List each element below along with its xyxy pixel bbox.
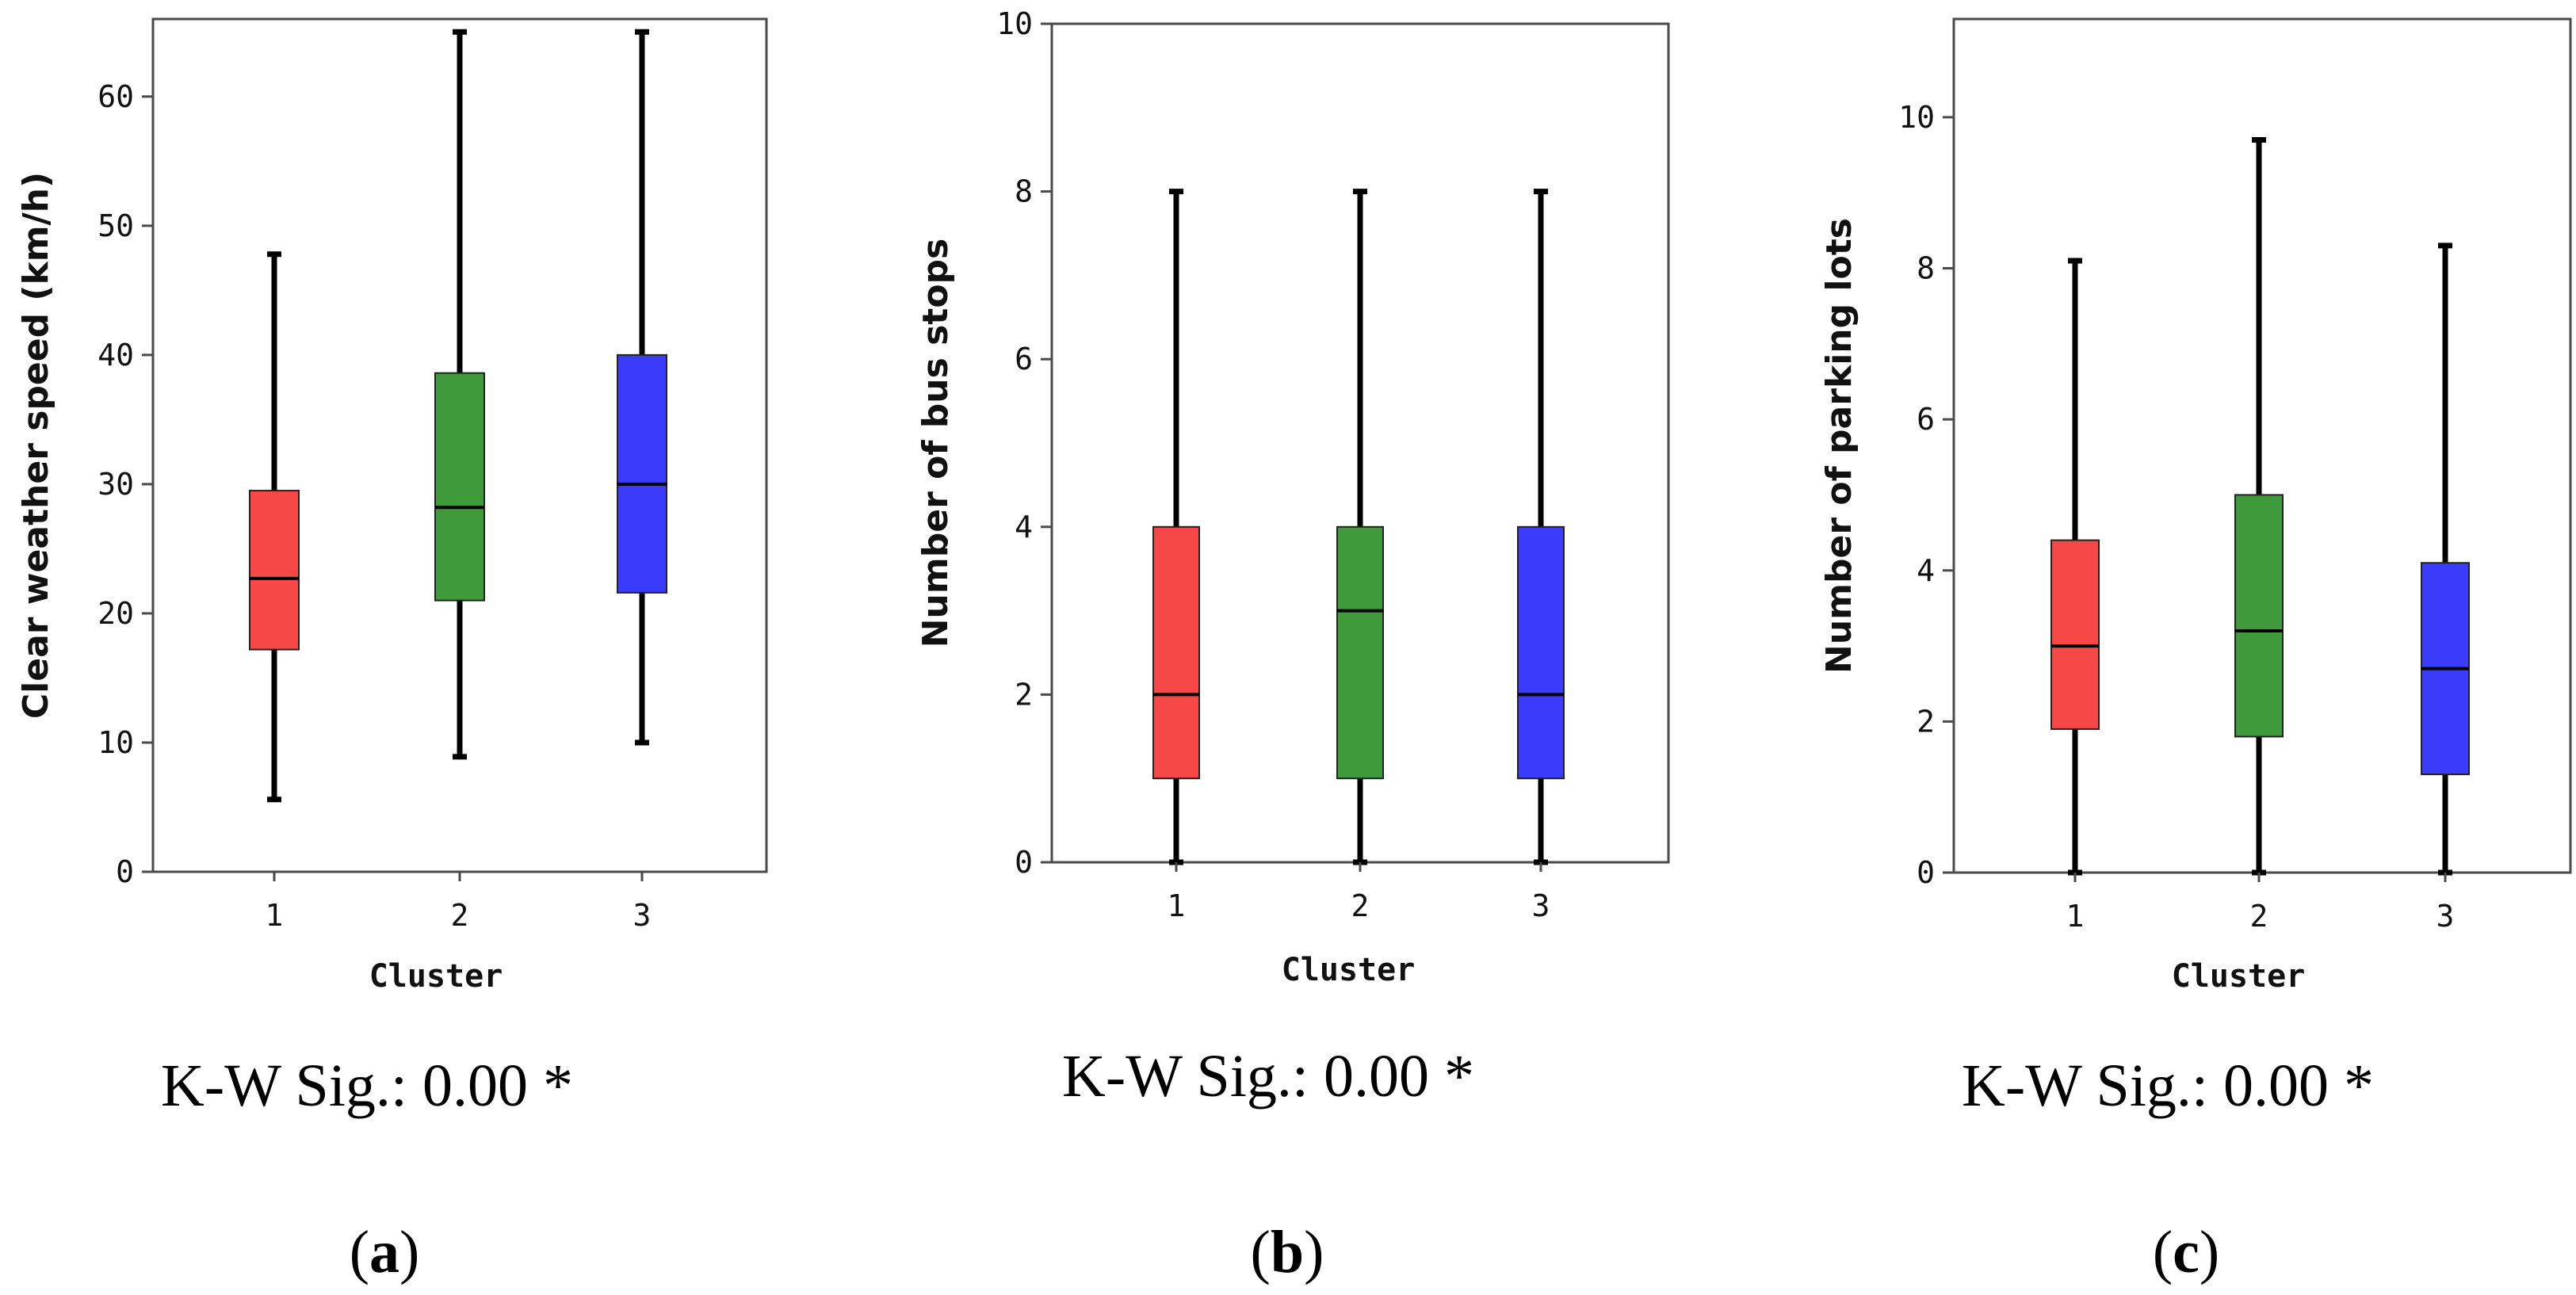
y-tick-label: 2 <box>1015 677 1033 712</box>
kw-significance-label: K-W Sig.: 0.00 * <box>161 1052 573 1119</box>
x-axis-label: Cluster <box>2172 958 2306 995</box>
x-tick-label: 3 <box>633 898 652 933</box>
y-tick-label: 0 <box>1015 845 1033 880</box>
x-tick-label: 2 <box>451 898 469 933</box>
y-tick-label: 8 <box>1917 251 1935 286</box>
box-cluster-2 <box>434 29 485 760</box>
x-axis-label: Cluster <box>369 958 503 995</box>
kw-significance-label: K-W Sig.: 0.00 * <box>1062 1043 1474 1110</box>
y-tick-label: 8 <box>1015 174 1033 209</box>
y-tick-label: 50 <box>97 208 134 243</box>
y-tick-label: 60 <box>97 79 134 114</box>
y-tick-label: 10 <box>996 6 1033 41</box>
y-tick-label: 0 <box>116 854 134 889</box>
y-tick-label: 6 <box>1015 342 1033 376</box>
y-axis-label: Number of parking lots <box>1819 218 1859 674</box>
y-tick-label: 30 <box>97 467 134 502</box>
iqr-box <box>249 490 300 651</box>
iqr-box <box>1517 525 1565 780</box>
y-tick-label: 6 <box>1917 402 1935 437</box>
y-axis-label: Number of bus stops <box>915 239 956 648</box>
box-cluster-3 <box>2421 243 2470 876</box>
x-tick-label: 1 <box>266 898 284 933</box>
y-axis-label: Clear weather speed (km/h) <box>16 172 56 719</box>
box-cluster-2 <box>2234 136 2284 876</box>
x-tick-label: 3 <box>1532 888 1550 923</box>
box-cluster-1 <box>1152 189 1200 865</box>
y-tick-label: 10 <box>1898 100 1935 135</box>
box-cluster-2 <box>1336 189 1384 865</box>
y-tick-label: 4 <box>1917 553 1935 588</box>
chart-panel-c: 0 2 4 6 8 10 Number of parking lots 1 2 3 Cluster K… <box>1819 17 2572 1285</box>
iqr-box <box>617 353 667 594</box>
x-axis-label: Cluster <box>1282 952 1416 988</box>
panel-letter: (a) <box>350 1219 420 1285</box>
box-cluster-3 <box>1517 189 1565 865</box>
panel-letter: (b) <box>1251 1219 1324 1285</box>
iqr-box <box>2234 494 2284 738</box>
y-tick-label: 4 <box>1015 510 1033 544</box>
y-tick-label: 20 <box>97 596 134 631</box>
kw-significance-label: K-W Sig.: 0.00 * <box>1962 1052 2374 1119</box>
y-tick-label: 2 <box>1917 704 1935 739</box>
y-tick-label: 0 <box>1917 855 1935 890</box>
iqr-box <box>1152 525 1200 780</box>
x-tick-label: 2 <box>2250 899 2268 934</box>
box-cluster-3 <box>617 29 667 746</box>
x-tick-label: 1 <box>2066 899 2085 934</box>
panel-letter: (c) <box>2153 1219 2219 1285</box>
chart-panel-a: 0 10 20 30 40 50 60 Clear weather speed (km/h) 1… <box>16 17 768 1285</box>
box-cluster-1 <box>249 251 300 803</box>
iqr-box <box>1336 525 1384 780</box>
x-tick-label: 2 <box>1351 888 1370 923</box>
box-cluster-1 <box>2050 258 2100 876</box>
x-tick-label: 3 <box>2436 899 2455 934</box>
y-tick-label: 10 <box>97 725 134 760</box>
y-tick-label: 40 <box>97 338 134 372</box>
x-tick-label: 1 <box>1168 888 1186 923</box>
plot-frame <box>1952 17 2572 874</box>
iqr-box <box>434 372 485 602</box>
chart-panel-b: 0 2 4 6 8 10 Number of bus stops 1 2 3 Cluster K-W … <box>915 6 1670 1285</box>
iqr-box <box>2050 539 2100 730</box>
